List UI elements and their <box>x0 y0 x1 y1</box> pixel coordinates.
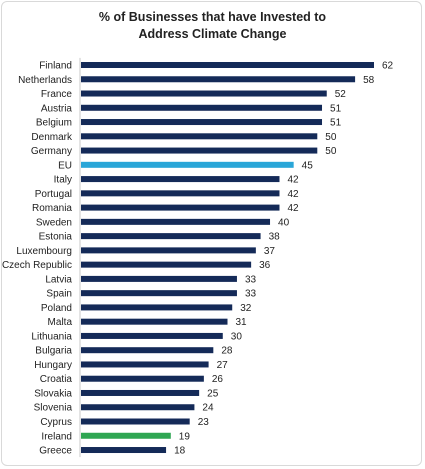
value-label-germany: 50 <box>325 146 337 157</box>
value-label-finland: 62 <box>382 61 394 72</box>
bar-ireland <box>81 432 171 439</box>
category-label-romania: Romania <box>32 203 72 214</box>
category-label-latvia: Latvia <box>45 274 72 285</box>
value-label-austria: 51 <box>330 103 342 114</box>
bar-romania <box>81 204 280 211</box>
category-label-czech-republic: Czech Republic <box>2 260 72 271</box>
value-label-greece: 18 <box>174 446 186 457</box>
bar-germany <box>81 147 318 154</box>
value-label-belgium: 51 <box>330 118 342 129</box>
value-label-bulgaria: 28 <box>221 346 233 357</box>
bar-luxembourg <box>81 247 256 254</box>
bar-netherlands <box>81 76 356 83</box>
value-label-eu: 45 <box>302 160 314 171</box>
bar-portugal <box>81 190 280 197</box>
value-label-cyprus: 23 <box>198 417 210 428</box>
category-label-italy: Italy <box>54 175 72 186</box>
category-label-netherlands: Netherlands <box>18 75 72 86</box>
bar-italy <box>81 176 280 183</box>
chart-title-line-2: Address Climate Change <box>138 27 287 41</box>
category-label-spain: Spain <box>46 289 72 300</box>
category-label-portugal: Portugal <box>35 189 72 200</box>
category-label-estonia: Estonia <box>39 232 73 243</box>
bar-spain <box>81 290 237 297</box>
category-label-denmark: Denmark <box>31 132 73 143</box>
category-label-croatia: Croatia <box>40 374 73 385</box>
category-label-sweden: Sweden <box>36 217 72 228</box>
value-label-czech-republic: 36 <box>259 260 271 271</box>
value-label-latvia: 33 <box>245 274 257 285</box>
category-label-slovenia: Slovenia <box>34 403 73 414</box>
bar-greece <box>81 447 167 454</box>
bar-croatia <box>81 375 204 382</box>
value-label-portugal: 42 <box>287 189 299 200</box>
bar-cyprus <box>81 418 190 425</box>
value-label-slovakia: 25 <box>207 388 219 399</box>
category-label-eu: EU <box>58 160 72 171</box>
category-label-slovakia: Slovakia <box>34 388 72 399</box>
category-label-ireland: Ireland <box>41 431 72 442</box>
value-label-luxembourg: 37 <box>264 246 276 257</box>
bar-austria <box>81 104 323 111</box>
value-label-estonia: 38 <box>269 232 281 243</box>
value-label-sweden: 40 <box>278 217 290 228</box>
value-label-ireland: 19 <box>179 431 191 442</box>
category-label-austria: Austria <box>41 103 73 114</box>
bar-eu <box>81 161 294 168</box>
bar-estonia <box>81 233 261 240</box>
value-label-malta: 31 <box>236 317 248 328</box>
value-label-italy: 42 <box>287 175 299 186</box>
bar-denmark <box>81 133 318 140</box>
category-label-cyprus: Cyprus <box>40 417 72 428</box>
chart-title-line-1: % of Businesses that have Invested to <box>98 10 327 24</box>
category-label-luxembourg: Luxembourg <box>16 246 72 257</box>
value-label-denmark: 50 <box>325 132 337 143</box>
bar-series: Finland 62 Netherlands 58 France 52 Austria 51 B… <box>2 61 394 457</box>
bar-sweden <box>81 218 271 225</box>
bar-czech-republic <box>81 261 252 268</box>
category-label-poland: Poland <box>41 303 72 314</box>
value-label-slovenia: 24 <box>202 403 214 414</box>
bar-finland <box>81 62 374 68</box>
bar-latvia <box>81 275 237 282</box>
value-label-lithuania: 30 <box>231 331 243 342</box>
category-label-hungary: Hungary <box>34 360 72 371</box>
category-label-greece: Greece <box>39 446 72 457</box>
category-label-france: France <box>41 89 73 100</box>
value-label-croatia: 26 <box>212 374 224 385</box>
category-label-belgium: Belgium <box>36 118 72 129</box>
category-label-germany: Germany <box>31 146 72 157</box>
category-label-lithuania: Lithuania <box>31 331 72 342</box>
bar-slovakia <box>81 389 200 396</box>
bar-malta <box>81 318 228 325</box>
chart-title: % of Businesses that have Invested to Ad… <box>0 9 425 43</box>
bar-belgium <box>81 119 323 126</box>
bar-lithuania <box>81 332 223 339</box>
value-label-hungary: 27 <box>217 360 229 371</box>
category-label-finland: Finland <box>39 61 72 72</box>
bar-bulgaria <box>81 347 214 354</box>
category-label-bulgaria: Bulgaria <box>35 346 72 357</box>
bar-hungary <box>81 361 209 368</box>
bar-slovenia <box>81 404 195 411</box>
bar-france <box>81 90 327 97</box>
value-label-poland: 32 <box>240 303 252 314</box>
value-label-netherlands: 58 <box>363 75 375 86</box>
category-label-malta: Malta <box>48 317 73 328</box>
value-label-romania: 42 <box>287 203 299 214</box>
value-label-france: 52 <box>335 89 347 100</box>
value-label-spain: 33 <box>245 289 257 300</box>
bar-poland <box>81 304 233 311</box>
